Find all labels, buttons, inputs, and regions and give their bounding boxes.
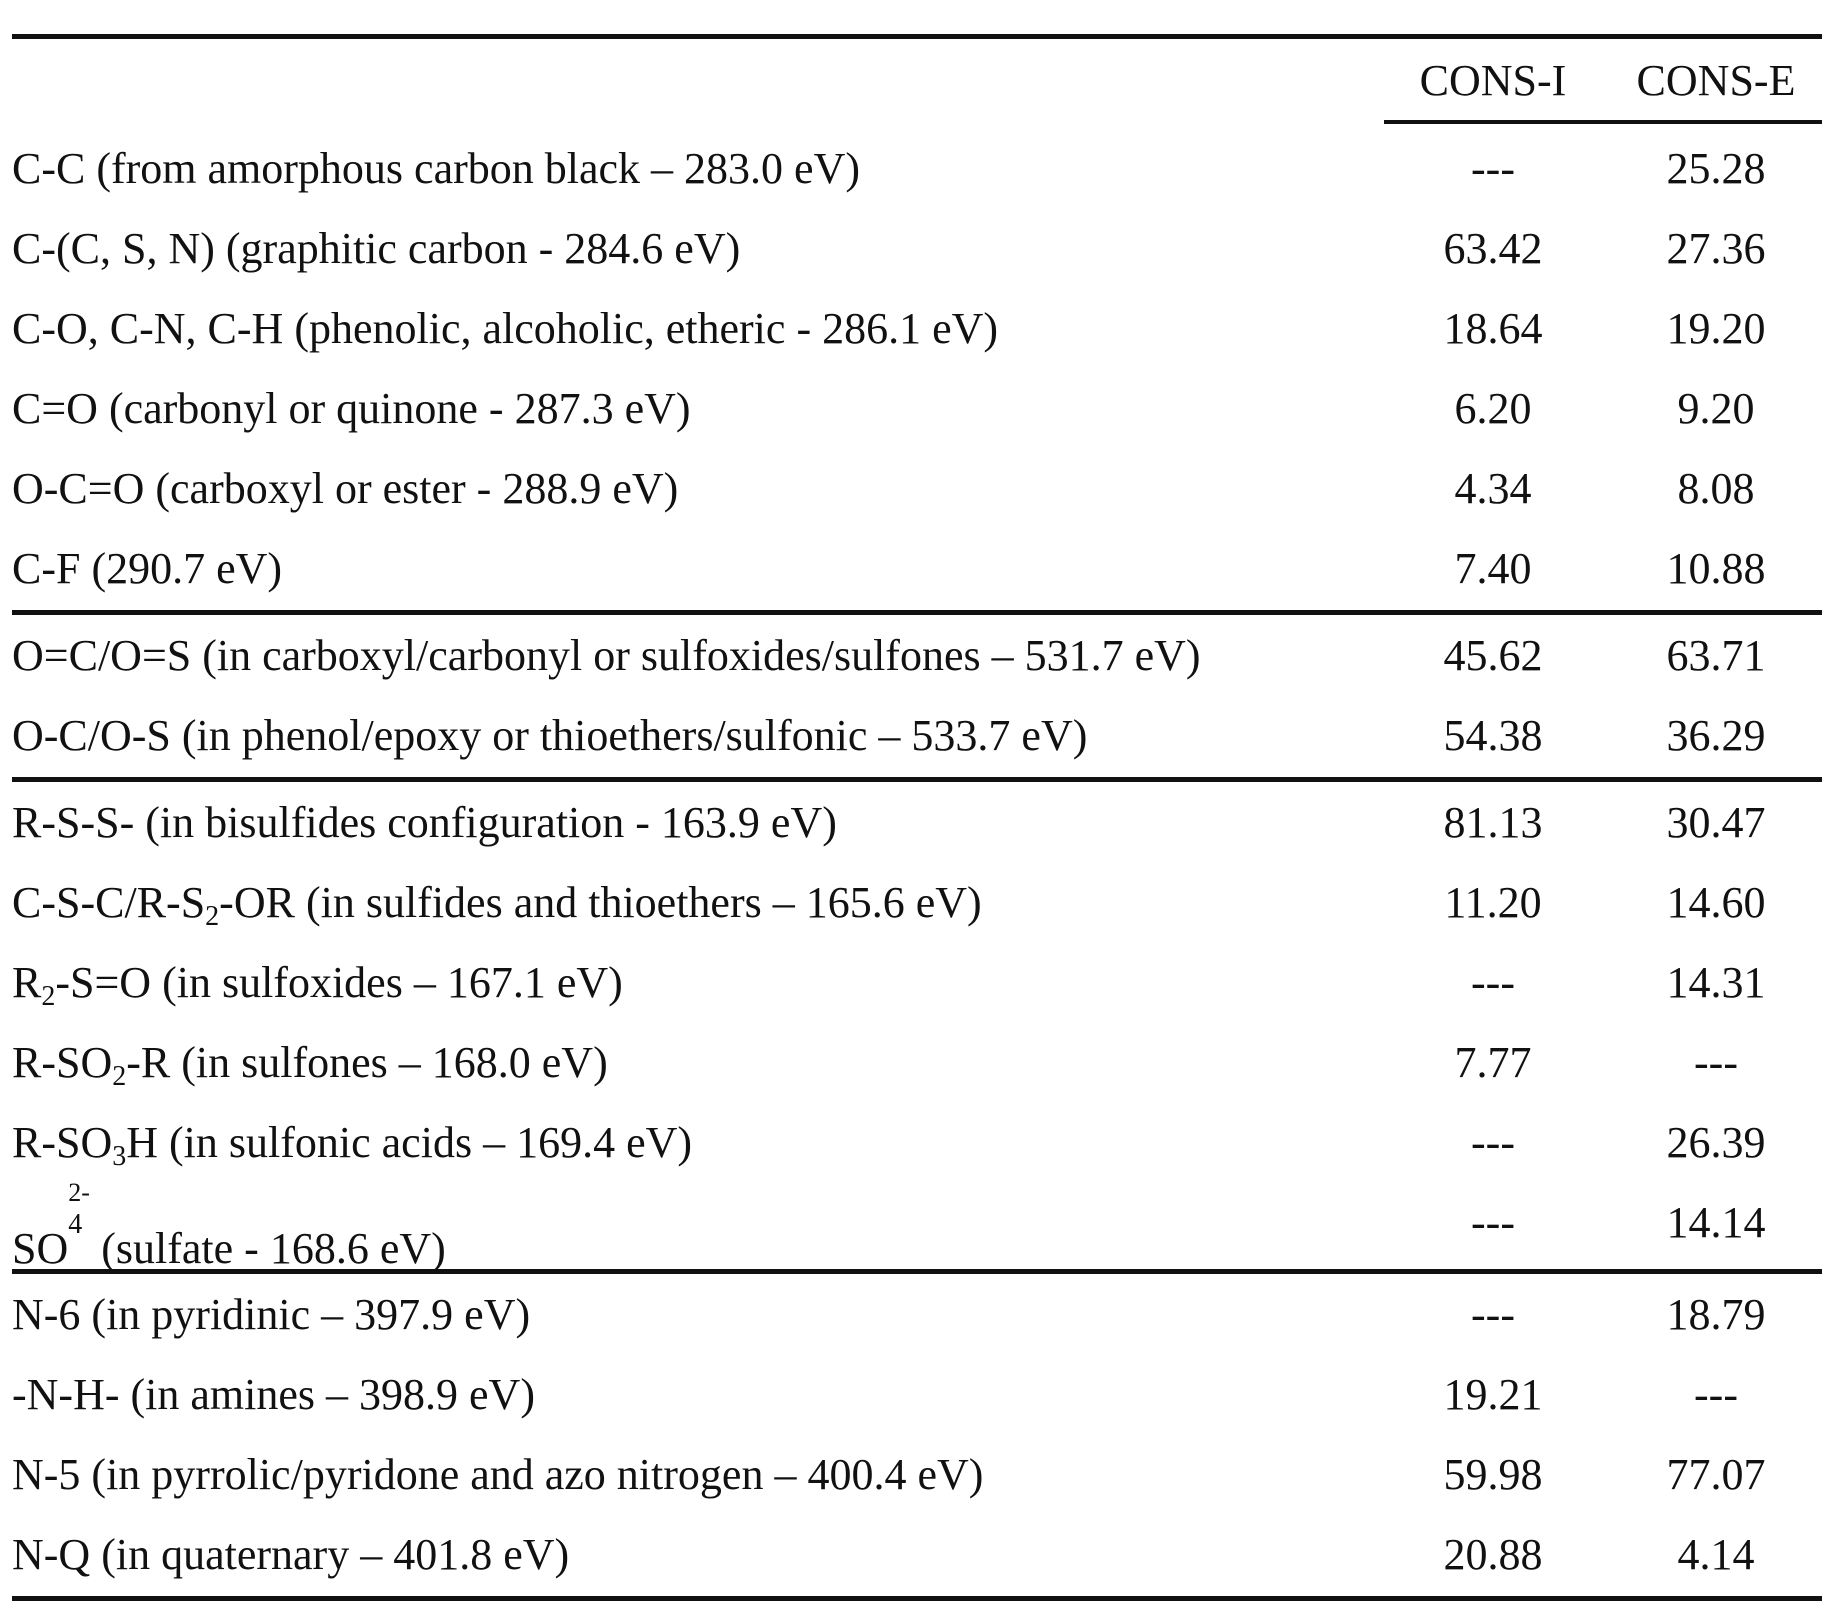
table-row: R-SO3H (in sulfonic acids – 169.4 eV) --… [12,1103,1822,1183]
row-label: O=C/O=S (in carboxyl/carbonyl or sulfoxi… [12,631,1201,680]
cons-i-value: 59.98 [1443,1450,1543,1499]
table-row: C-F (290.7 eV) 7.40 10.88 [12,529,1822,609]
table-row: C-S-C/R-S2-OR (in sulfides and thioether… [12,863,1822,943]
cons-e-value: 25.28 [1666,144,1766,193]
table-row: R-SO2-R (in sulfones – 168.0 eV) 7.77 --… [12,1023,1822,1103]
table-row: R-S-S- (in bisulfides configuration - 16… [12,783,1822,863]
group-divider-rule [12,610,1822,615]
cons-e-value: 9.20 [1677,384,1755,433]
column-header-cons-i: CONS-I [1419,56,1567,105]
cons-i-value: 45.62 [1443,631,1543,680]
group-divider-rule [12,1269,1822,1274]
cons-i-value: 4.34 [1454,464,1532,513]
cons-i-value: --- [1471,1118,1515,1167]
header-underline-rule [1384,120,1822,124]
row-label: R-SO2-R (in sulfones – 168.0 eV) [12,1038,608,1092]
row-label: N-Q (in quaternary – 401.8 eV) [12,1530,570,1579]
cons-e-value: 30.47 [1666,798,1766,847]
cons-e-value: 36.29 [1666,711,1766,760]
cons-e-value: 14.14 [1666,1198,1766,1247]
cons-i-value: 20.88 [1443,1530,1543,1579]
cons-i-value: 11.20 [1444,878,1542,927]
cons-e-value: --- [1694,1370,1738,1419]
cons-i-value: 54.38 [1443,711,1543,760]
cons-e-value: 18.79 [1666,1290,1766,1339]
cons-e-value: 14.60 [1666,878,1766,927]
row-label: C-(C, S, N) (graphitic carbon - 284.6 eV… [12,224,741,273]
cons-e-value: --- [1694,1038,1738,1087]
table-row: C-O, C-N, C-H (phenolic, alcoholic, ethe… [12,289,1822,369]
cons-e-value: 14.31 [1666,958,1766,1007]
row-label: C-F (290.7 eV) [12,544,283,593]
row-label: N-6 (in pyridinic – 397.9 eV) [12,1290,531,1339]
table-row: O=C/O=S (in carboxyl/carbonyl or sulfoxi… [12,616,1822,696]
table-row: C-(C, S, N) (graphitic carbon - 284.6 eV… [12,209,1822,289]
group-divider-rule [12,777,1822,782]
row-label: C-S-C/R-S2-OR (in sulfides and thioether… [12,878,982,932]
cons-i-value: --- [1471,1198,1515,1247]
cons-e-value: 77.07 [1666,1450,1766,1499]
table-row: C=O (carbonyl or quinone - 287.3 eV) 6.2… [12,369,1822,449]
cons-i-value: 18.64 [1443,304,1543,353]
table-row: SO 2- 4 (sulfate - 168.6 eV) --- 14.14 [12,1178,1822,1273]
row-label: R-S-S- (in bisulfides configuration - 16… [12,798,837,847]
row-label: O-C=O (carboxyl or ester - 288.9 eV) [12,464,679,513]
cons-e-value: 19.20 [1666,304,1766,353]
row-label: R-SO3H (in sulfonic acids – 169.4 eV) [12,1118,693,1172]
cons-e-value: 8.08 [1677,464,1755,513]
cons-e-value: 27.36 [1666,224,1766,273]
cons-i-value: 7.40 [1454,544,1532,593]
cons-i-value: --- [1471,144,1515,193]
table-row: O-C/O-S (in phenol/epoxy or thioethers/s… [12,696,1822,776]
table-row: O-C=O (carboxyl or ester - 288.9 eV) 4.3… [12,449,1822,529]
cons-e-value: 10.88 [1666,544,1766,593]
cons-i-value: --- [1471,958,1515,1007]
table-row: C-C (from amorphous carbon black – 283.0… [12,129,1822,209]
cons-i-value: 63.42 [1443,224,1543,273]
table-row: N-6 (in pyridinic – 397.9 eV) --- 18.79 [12,1275,1822,1355]
cons-e-value: 4.14 [1677,1530,1755,1579]
row-label: N-5 (in pyrrolic/pyridone and azo nitrog… [12,1450,984,1499]
table-row: N-Q (in quaternary – 401.8 eV) 20.88 4.1… [12,1515,1822,1595]
row-label: C=O (carbonyl or quinone - 287.3 eV) [12,384,691,433]
cons-i-value: 6.20 [1454,384,1532,433]
table-row: N-5 (in pyrrolic/pyridone and azo nitrog… [12,1435,1822,1515]
column-header-cons-e: CONS-E [1636,56,1796,105]
row-label: R2-S=O (in sulfoxides – 167.1 eV) [12,958,623,1012]
table-row: -N-H- (in amines – 398.9 eV) 19.21 --- [12,1355,1822,1435]
cons-i-value: 7.77 [1454,1038,1532,1087]
table-bottom-rule [12,1596,1822,1601]
table-row: R2-S=O (in sulfoxides – 167.1 eV) --- 14… [12,943,1822,1023]
row-label: C-O, C-N, C-H (phenolic, alcoholic, ethe… [12,304,999,353]
cons-i-value: 81.13 [1443,798,1543,847]
row-label: SO 2- 4 (sulfate - 168.6 eV) [12,1178,446,1273]
cons-i-value: --- [1471,1290,1515,1339]
table-top-rule [12,34,1822,39]
cons-e-value: 26.39 [1666,1118,1766,1167]
cons-i-value: 19.21 [1443,1370,1543,1419]
cons-e-value: 63.71 [1666,631,1766,680]
row-label: O-C/O-S (in phenol/epoxy or thioethers/s… [12,711,1088,760]
row-label: C-C (from amorphous carbon black – 283.0… [12,144,861,193]
row-label: -N-H- (in amines – 398.9 eV) [12,1370,535,1419]
